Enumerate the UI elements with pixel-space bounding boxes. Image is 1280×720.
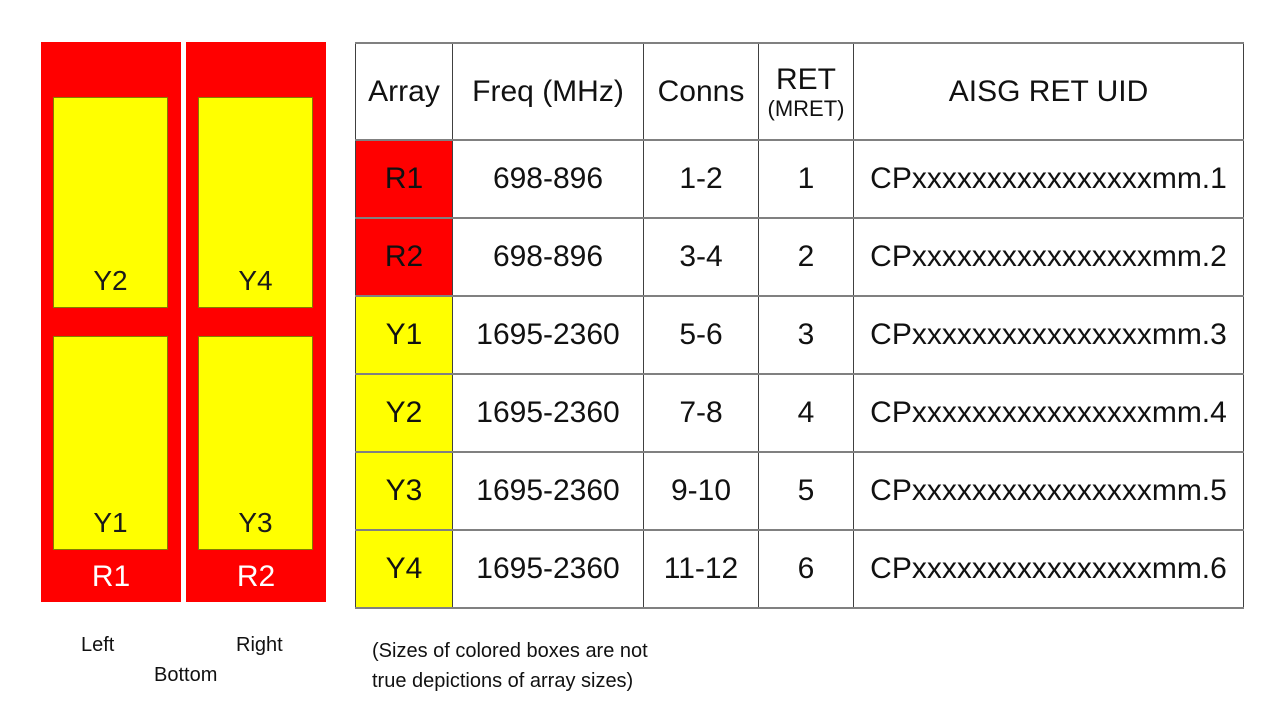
cell-ret: 1 — [758, 139, 854, 219]
cell-freq: 698-896 — [452, 217, 644, 297]
array-box-label: Y1 — [93, 507, 128, 538]
cell-conns: 1-2 — [643, 139, 759, 219]
position-label-left: Left — [81, 634, 115, 656]
cell-uid: CPxxxxxxxxxxxxxxxxmm.5 — [853, 451, 1244, 531]
cell-conns: 11-12 — [643, 529, 759, 609]
size-disclaimer-note: (Sizes of colored boxes are not true dep… — [372, 636, 648, 696]
table-header-row: Array Freq (MHz) Conns RET (MRET) AISG R… — [355, 42, 1244, 141]
array-column-r1: Y2 Y1 R1 — [41, 42, 181, 602]
column-header-conns: Conns — [643, 42, 759, 141]
cell-conns: 3-4 — [643, 217, 759, 297]
column-header-ret-sub: (MRET) — [767, 95, 845, 121]
cell-ret: 3 — [758, 295, 854, 375]
column-header-ret: RET (MRET) — [758, 42, 854, 141]
table-row: Y4 1695-2360 11-12 6 CPxxxxxxxxxxxxxxxxm… — [355, 529, 1244, 609]
cell-array: R2 — [355, 217, 453, 297]
array-box-y1: Y1 — [53, 336, 168, 550]
cell-conns: 5-6 — [643, 295, 759, 375]
cell-freq: 1695-2360 — [452, 295, 644, 375]
array-column-label-r2: R2 — [236, 560, 276, 593]
cell-uid: CPxxxxxxxxxxxxxxxxmm.1 — [853, 139, 1244, 219]
cell-array: Y2 — [355, 373, 453, 453]
column-header-array: Array — [355, 42, 453, 141]
array-column-r2: Y4 Y3 R2 — [186, 42, 326, 602]
array-box-label: Y3 — [238, 507, 273, 538]
array-column-label-r1: R1 — [91, 560, 131, 593]
position-label-bottom: Bottom — [154, 664, 218, 686]
array-box-y2: Y2 — [53, 97, 168, 308]
table-row: R2 698-896 3-4 2 CPxxxxxxxxxxxxxxxxmm.2 — [355, 217, 1244, 297]
table-row: Y2 1695-2360 7-8 4 CPxxxxxxxxxxxxxxxxmm.… — [355, 373, 1244, 453]
cell-uid: CPxxxxxxxxxxxxxxxxmm.6 — [853, 529, 1244, 609]
cell-ret: 5 — [758, 451, 854, 531]
column-header-ret-main: RET — [776, 62, 836, 96]
cell-uid: CPxxxxxxxxxxxxxxxxmm.3 — [853, 295, 1244, 375]
cell-freq: 1695-2360 — [452, 529, 644, 609]
cell-conns: 7-8 — [643, 373, 759, 453]
table-row: Y3 1695-2360 9-10 5 CPxxxxxxxxxxxxxxxxmm… — [355, 451, 1244, 531]
cell-array: R1 — [355, 139, 453, 219]
position-label-right: Right — [236, 634, 283, 656]
array-box-y3: Y3 — [198, 336, 313, 550]
table-row: R1 698-896 1-2 1 CPxxxxxxxxxxxxxxxxmm.1 — [355, 139, 1244, 219]
cell-array: Y3 — [355, 451, 453, 531]
cell-ret: 2 — [758, 217, 854, 297]
cell-uid: CPxxxxxxxxxxxxxxxxmm.2 — [853, 217, 1244, 297]
array-box-label: Y4 — [238, 265, 273, 296]
cell-freq: 1695-2360 — [452, 451, 644, 531]
cell-freq: 698-896 — [452, 139, 644, 219]
cell-array: Y4 — [355, 529, 453, 609]
cell-array: Y1 — [355, 295, 453, 375]
cell-uid: CPxxxxxxxxxxxxxxxxmm.4 — [853, 373, 1244, 453]
cell-conns: 9-10 — [643, 451, 759, 531]
column-header-freq: Freq (MHz) — [452, 42, 644, 141]
note-line-1: (Sizes of colored boxes are not — [372, 640, 648, 662]
cell-ret: 6 — [758, 529, 854, 609]
table-row: Y1 1695-2360 5-6 3 CPxxxxxxxxxxxxxxxxmm.… — [355, 295, 1244, 375]
cell-ret: 4 — [758, 373, 854, 453]
array-box-y4: Y4 — [198, 97, 313, 308]
ret-config-table: Array Freq (MHz) Conns RET (MRET) AISG R… — [355, 42, 1244, 609]
array-box-label: Y2 — [93, 265, 128, 296]
column-header-uid: AISG RET UID — [853, 42, 1244, 141]
note-line-2: true depictions of array sizes) — [372, 670, 634, 692]
cell-freq: 1695-2360 — [452, 373, 644, 453]
